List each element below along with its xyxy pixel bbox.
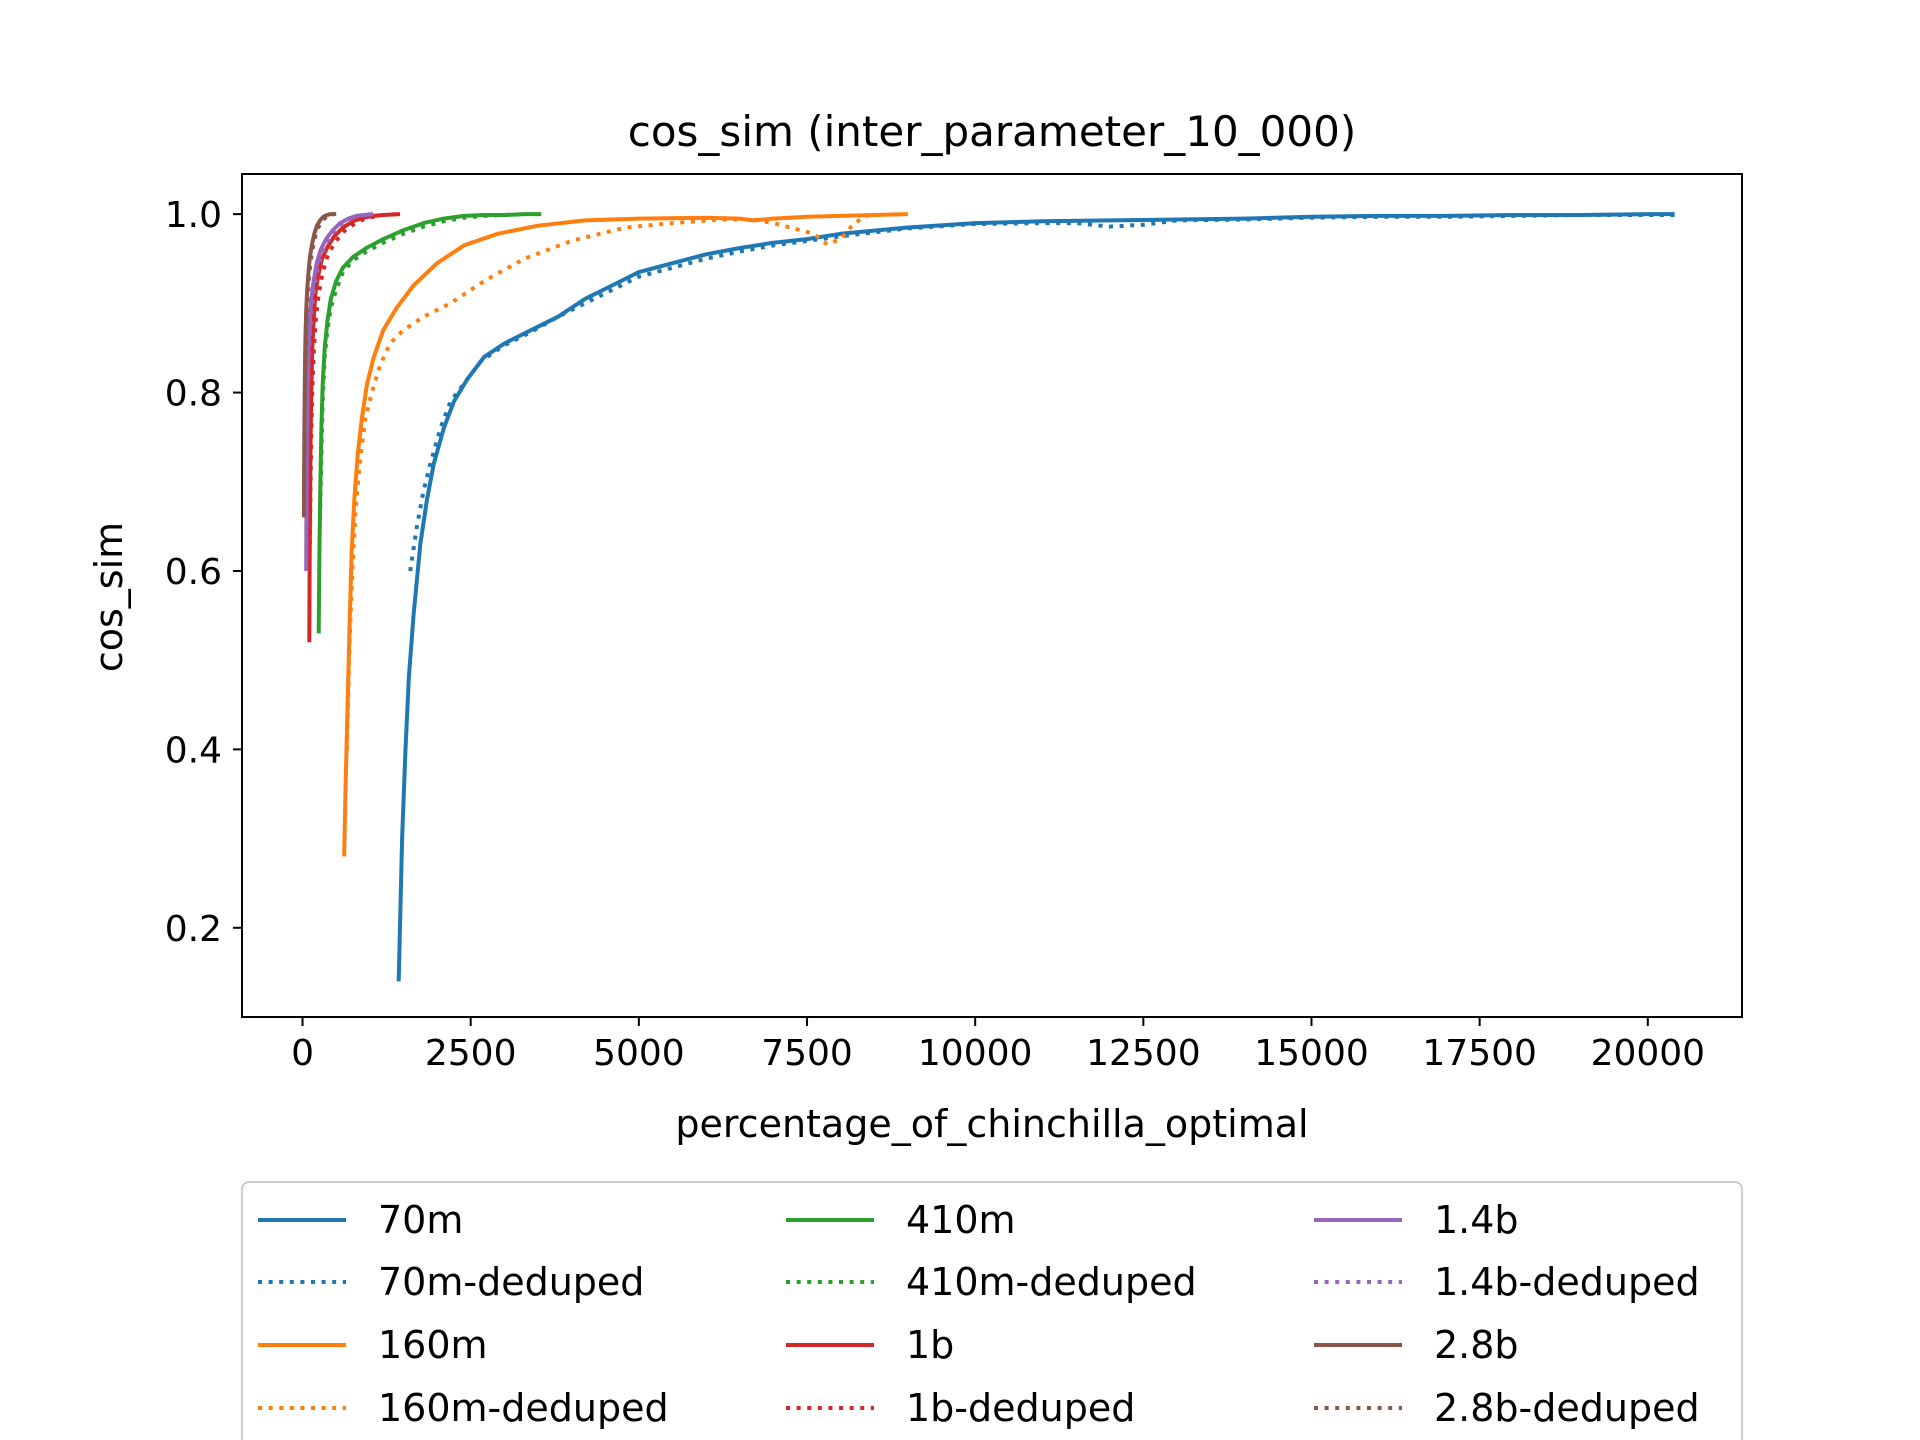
series-line-2.8b-deduped — [302, 212, 335, 482]
y-axis: 0.2 0.4 0.6 0.8 1.0 — [165, 195, 242, 950]
plot-frame — [241, 173, 1743, 1018]
legend-label-1.4b: 1.4b — [1434, 1198, 1519, 1242]
legend-label-160m: 160m — [378, 1323, 488, 1367]
y-tick-label: 0.8 — [165, 374, 222, 415]
x-tick-label: 5000 — [593, 1033, 685, 1074]
y-axis-label: cos_sim — [87, 522, 131, 672]
x-tick-label: 15000 — [1254, 1033, 1369, 1074]
x-tick-label: 0 — [291, 1033, 314, 1074]
x-axis-label: percentage_of_chinchilla_optimal — [675, 1102, 1308, 1146]
y-tick-label: 0.4 — [165, 730, 222, 771]
legend-label-70m: 70m — [378, 1198, 463, 1242]
legend-label-1b: 1b — [906, 1323, 954, 1367]
chart-title: cos_sim (inter_parameter_10_000) — [628, 107, 1356, 156]
legend-label-1b-deduped: 1b-deduped — [906, 1386, 1135, 1430]
series-line-410m — [316, 212, 542, 634]
y-tick-label: 0.2 — [165, 909, 222, 950]
legend-label-410m: 410m — [906, 1198, 1016, 1242]
series-line-1.4b-deduped — [304, 212, 371, 527]
series-layer — [301, 212, 1675, 982]
x-tick-label: 10000 — [918, 1033, 1033, 1074]
series-line-1b-deduped — [307, 212, 397, 545]
legend-label-2.8b-deduped: 2.8b-deduped — [1434, 1386, 1700, 1430]
legend-label-1.4b-deduped: 1.4b-deduped — [1434, 1260, 1700, 1304]
x-tick-label: 20000 — [1591, 1033, 1706, 1074]
y-tick-label: 0.6 — [165, 552, 222, 593]
legend-label-160m-deduped: 160m-deduped — [378, 1386, 669, 1430]
legend-label-70m-deduped: 70m-deduped — [378, 1260, 644, 1304]
x-axis: 0 2500 5000 7500 10000 12500 15000 17500 20000 — [291, 1017, 1705, 1074]
legend-label-410m-deduped: 410m-deduped — [906, 1260, 1197, 1304]
legend: 70m 70m-deduped 160m 160m-deduped 410m 410m-d… — [241, 1181, 1743, 1440]
y-tick-label: 1.0 — [165, 195, 222, 236]
legend-frame — [241, 1181, 1743, 1440]
series-line-70m-deduped — [408, 213, 1675, 572]
x-tick-label: 17500 — [1422, 1033, 1537, 1074]
x-tick-label: 2500 — [425, 1033, 517, 1074]
x-tick-label: 12500 — [1086, 1033, 1201, 1074]
x-tick-label: 7500 — [761, 1033, 853, 1074]
legend-label-2.8b: 2.8b — [1434, 1323, 1519, 1367]
